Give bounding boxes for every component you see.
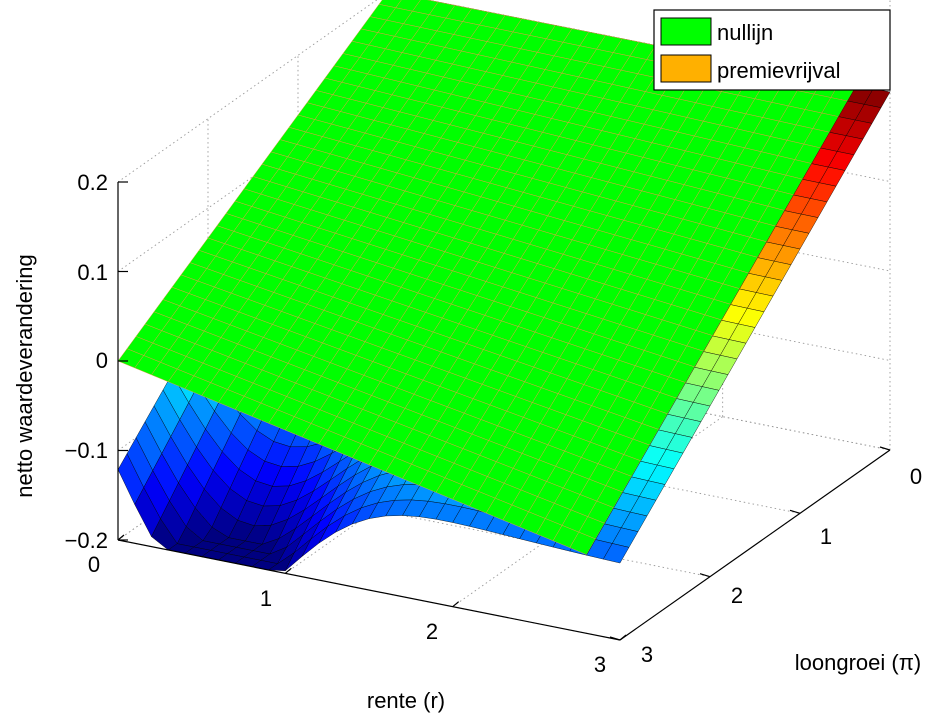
z-tick-label: 0.2 [77,170,108,195]
y-tick-label: 0 [910,464,922,489]
legend: nullijn premievrijval [653,9,891,91]
x-axis-line [117,539,621,641]
nullijn-cell [569,531,596,555]
axis-labels: netto waardeverandering rente (r) loongr… [12,254,921,713]
grid-line [117,0,378,183]
y-tick [879,446,891,451]
z-tick-label: −0.1 [65,438,108,463]
x-tick-label: 1 [260,586,272,611]
y-tick [699,573,711,578]
y-axis-line [619,449,891,641]
legend-label-nullijn: nullijn [717,20,773,45]
z-tick-label: 0 [96,348,108,373]
x-tick-label: 0 [88,552,100,577]
legend-label-premievrijval: premievrijval [717,58,840,83]
x-tick-label: 2 [426,619,438,644]
z-tick-label: 0.1 [77,260,108,285]
axes [117,181,891,641]
x-tick [619,634,627,641]
y-tick [609,636,621,641]
tick-labels: −0.2 −0.1 0 0.1 0.2 0 1 2 3 0 1 2 3 [65,170,923,677]
x-tick-label: 3 [594,652,606,677]
y-tick [789,509,801,514]
x-tick [117,534,125,541]
surface-cell [602,543,630,564]
z-axis-label: netto waardeverandering [12,254,37,497]
x-axis-label: rente (r) [367,688,445,713]
legend-swatch-premievrijval [660,54,712,83]
y-tick-label: 3 [641,642,653,667]
legend-swatch-nullijn [660,17,712,46]
y-axis-label: loongroei (π) [795,650,921,675]
y-tick-label: 2 [731,583,743,608]
x-tick [452,601,460,608]
z-tick-label: −0.2 [65,528,108,553]
y-tick-label: 1 [820,524,832,549]
x-tick [284,567,292,574]
